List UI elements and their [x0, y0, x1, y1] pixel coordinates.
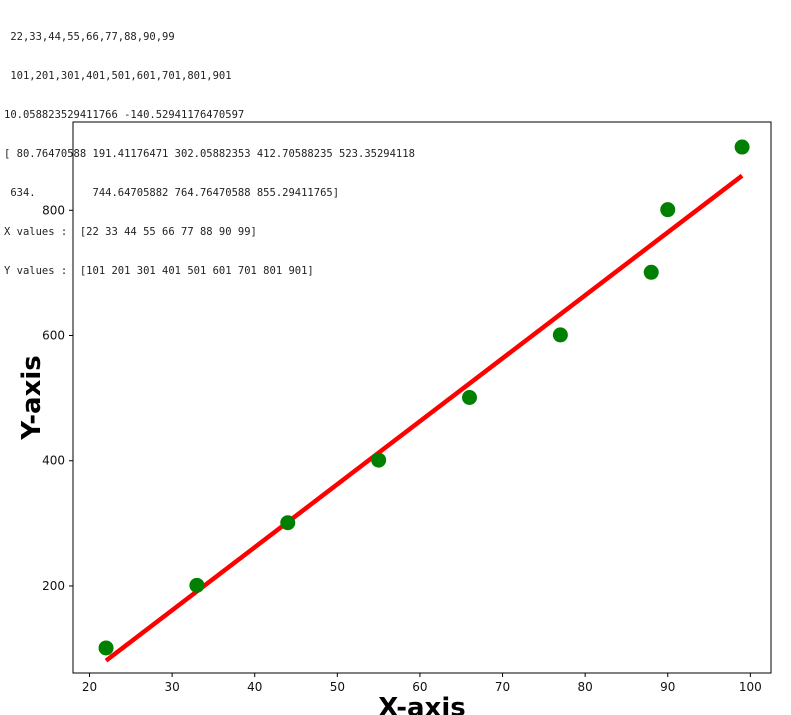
data-point [371, 452, 387, 468]
x-tick-label: 30 [164, 680, 179, 694]
x-axis-label: X-axis [378, 693, 465, 715]
y-tick-label: 600 [42, 329, 65, 343]
console-line: X values : [22 33 44 55 66 77 88 90 99] [4, 226, 257, 238]
console-line: [ 80.76470588 191.41176471 302.05882353 … [4, 148, 415, 160]
console-line: 10.058823529411766 -140.52941176470597 [4, 109, 245, 121]
x-tick-label: 70 [495, 680, 510, 694]
data-point [734, 139, 750, 155]
x-tick-label: 20 [82, 680, 97, 694]
x-tick-label: 80 [578, 680, 593, 694]
regression-line [104, 173, 744, 663]
x-tick-label: 100 [739, 680, 762, 694]
data-point [660, 202, 676, 218]
x-tick-label: 90 [660, 680, 675, 694]
y-tick-label: 200 [42, 579, 65, 593]
x-tick-label: 60 [412, 680, 427, 694]
x-tick-label: 40 [247, 680, 262, 694]
data-point [189, 577, 205, 593]
x-tick-label: 50 [330, 680, 345, 694]
console-line: 22,33,44,55,66,77,88,90,99 [4, 31, 175, 43]
data-point [280, 515, 296, 531]
y-tick-label: 400 [42, 454, 65, 468]
data-point [461, 390, 477, 405]
y-axis-label: Y-axis [17, 355, 47, 441]
data-point [98, 640, 114, 656]
console-line: 634. 744.64705882 764.76470588 855.29411… [4, 187, 340, 199]
data-point [643, 264, 659, 280]
console-output: 22,33,44,55,66,77,88,90,99 101,201,301,4… [4, 5, 415, 291]
console-line: 101,201,301,401,501,601,701,801,901 [4, 70, 232, 82]
plot-frame [72, 121, 772, 674]
console-line: Y values : [101 201 301 401 501 601 701 … [4, 265, 314, 277]
data-point [552, 327, 568, 343]
y-tick-label: 800 [42, 203, 65, 217]
